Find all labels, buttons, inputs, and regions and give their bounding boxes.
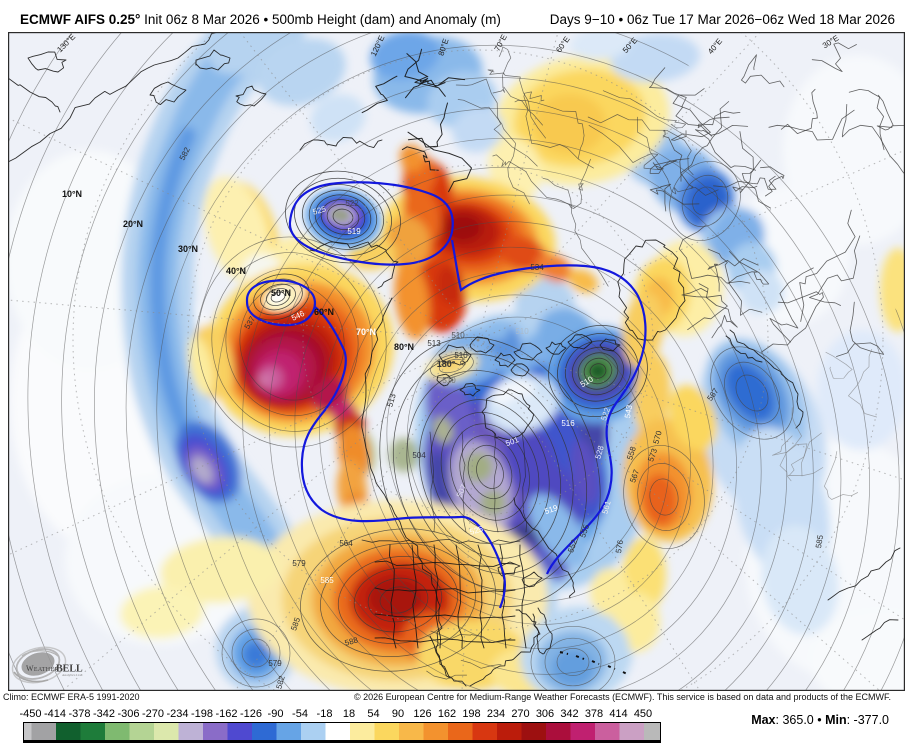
svg-text:585: 585 bbox=[289, 616, 302, 632]
svg-text:525: 525 bbox=[312, 204, 328, 216]
svg-text:579: 579 bbox=[268, 659, 282, 668]
svg-text:570: 570 bbox=[652, 429, 664, 445]
svg-text:582: 582 bbox=[275, 674, 287, 690]
svg-text:50°N: 50°N bbox=[271, 288, 291, 298]
svg-text:525: 525 bbox=[469, 524, 485, 536]
svg-text:513: 513 bbox=[386, 392, 398, 408]
svg-text:561: 561 bbox=[601, 499, 613, 515]
svg-text:519: 519 bbox=[543, 503, 559, 516]
svg-text:585: 585 bbox=[320, 576, 334, 585]
svg-text:501: 501 bbox=[504, 435, 520, 448]
svg-text:80°N: 80°N bbox=[394, 342, 414, 352]
svg-text:70°N: 70°N bbox=[356, 327, 376, 337]
svg-text:180°: 180° bbox=[437, 359, 456, 369]
svg-text:519: 519 bbox=[347, 227, 361, 236]
svg-text:564: 564 bbox=[339, 539, 353, 548]
svg-text:510: 510 bbox=[451, 331, 465, 340]
svg-text:510: 510 bbox=[442, 376, 456, 385]
svg-text:579: 579 bbox=[292, 559, 306, 568]
svg-text:567: 567 bbox=[628, 468, 641, 484]
svg-text:522: 522 bbox=[345, 199, 359, 208]
svg-text:528: 528 bbox=[594, 444, 606, 460]
svg-text:20°N: 20°N bbox=[123, 219, 143, 229]
svg-text:522: 522 bbox=[599, 406, 612, 422]
svg-text:Analytics LLC: Analytics LLC bbox=[62, 673, 84, 677]
svg-text:555: 555 bbox=[578, 523, 591, 539]
svg-text:558: 558 bbox=[625, 445, 638, 461]
svg-text:552: 552 bbox=[566, 538, 579, 554]
svg-text:513: 513 bbox=[427, 339, 441, 348]
svg-text:30°N: 30°N bbox=[178, 244, 198, 254]
svg-text:40°N: 40°N bbox=[226, 266, 246, 276]
svg-text:543: 543 bbox=[623, 404, 634, 419]
svg-text:510: 510 bbox=[515, 327, 529, 336]
svg-text:504: 504 bbox=[412, 451, 426, 460]
svg-text:Weather: Weather bbox=[26, 664, 59, 673]
svg-text:576: 576 bbox=[614, 539, 625, 554]
svg-text:10°N: 10°N bbox=[62, 189, 82, 199]
svg-text:573: 573 bbox=[646, 447, 659, 463]
svg-text:60°N: 60°N bbox=[314, 307, 334, 317]
svg-text:BELL: BELL bbox=[56, 664, 83, 675]
svg-text:534: 534 bbox=[530, 263, 544, 272]
svg-text:0°: 0° bbox=[458, 356, 470, 367]
svg-text:516: 516 bbox=[561, 419, 575, 428]
svg-text:585: 585 bbox=[814, 534, 825, 549]
svg-text:510: 510 bbox=[454, 351, 468, 360]
svg-text:588: 588 bbox=[344, 635, 360, 647]
